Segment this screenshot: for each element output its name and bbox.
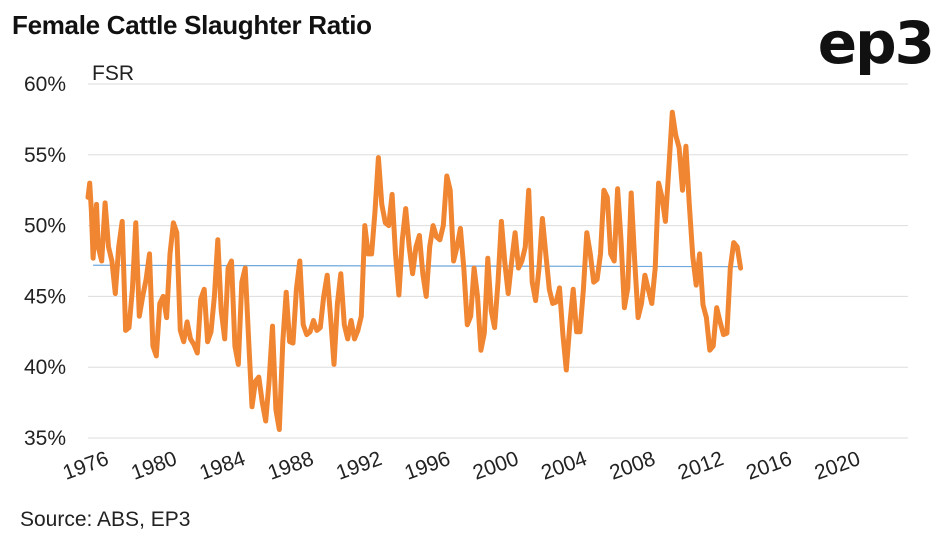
x-tick-label: 2012 bbox=[675, 447, 727, 485]
y-tick-label: 35% bbox=[24, 427, 66, 450]
y-axis-ticks: 60% 55% 50% 45% 40% 35% bbox=[24, 73, 66, 450]
x-tick-label: 2008 bbox=[607, 447, 659, 485]
y-tick-label: 45% bbox=[24, 285, 66, 308]
x-axis-ticks: 1976 1980 1984 1988 1992 1996 2000 2004 2008 2012… bbox=[60, 447, 863, 485]
x-tick-label: 1980 bbox=[128, 447, 180, 485]
x-tick-label: 1992 bbox=[333, 447, 385, 485]
x-tick-label: 1976 bbox=[60, 447, 112, 485]
x-tick-label: 2020 bbox=[812, 447, 864, 485]
y-tick-label: 55% bbox=[24, 144, 66, 167]
x-tick-label: 2016 bbox=[743, 447, 795, 485]
y-tick-label: 40% bbox=[24, 356, 66, 379]
x-tick-label: 1988 bbox=[265, 447, 317, 485]
x-tick-label: 1984 bbox=[197, 447, 249, 485]
y-tick-label: 50% bbox=[24, 215, 66, 238]
series-group bbox=[85, 109, 744, 432]
chart-title: Female Cattle Slaughter Ratio bbox=[12, 10, 372, 40]
fsr-series-line bbox=[85, 109, 744, 432]
x-tick-label: 2004 bbox=[538, 447, 590, 485]
y-axis-label: FSR bbox=[92, 62, 134, 85]
x-tick-label: 2000 bbox=[470, 447, 522, 485]
average-line bbox=[93, 264, 741, 268]
grid-lines bbox=[88, 83, 908, 439]
source-note: Source: ABS, EP3 bbox=[20, 508, 191, 531]
y-tick-label: 60% bbox=[24, 73, 66, 96]
x-tick-label: 1996 bbox=[402, 447, 454, 485]
ep3-logo: ep3 bbox=[817, 9, 935, 77]
